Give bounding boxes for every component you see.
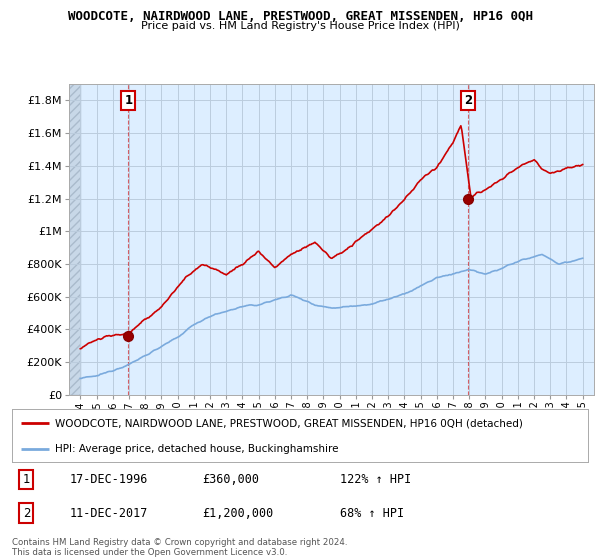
Text: Contains HM Land Registry data © Crown copyright and database right 2024.
This d: Contains HM Land Registry data © Crown c… bbox=[12, 538, 347, 557]
Text: 68% ↑ HPI: 68% ↑ HPI bbox=[340, 507, 404, 520]
Text: 2: 2 bbox=[23, 507, 30, 520]
Text: WOODCOTE, NAIRDWOOD LANE, PRESTWOOD, GREAT MISSENDEN, HP16 0QH: WOODCOTE, NAIRDWOOD LANE, PRESTWOOD, GRE… bbox=[67, 10, 533, 23]
Text: £1,200,000: £1,200,000 bbox=[202, 507, 274, 520]
Text: 1: 1 bbox=[23, 473, 30, 486]
Text: 122% ↑ HPI: 122% ↑ HPI bbox=[340, 473, 412, 486]
Text: £360,000: £360,000 bbox=[202, 473, 259, 486]
Text: 1: 1 bbox=[124, 94, 133, 107]
Text: 2: 2 bbox=[464, 94, 472, 107]
Text: HPI: Average price, detached house, Buckinghamshire: HPI: Average price, detached house, Buck… bbox=[55, 444, 338, 454]
Text: WOODCOTE, NAIRDWOOD LANE, PRESTWOOD, GREAT MISSENDEN, HP16 0QH (detached): WOODCOTE, NAIRDWOOD LANE, PRESTWOOD, GRE… bbox=[55, 418, 523, 428]
Text: 11-DEC-2017: 11-DEC-2017 bbox=[70, 507, 148, 520]
Text: Price paid vs. HM Land Registry's House Price Index (HPI): Price paid vs. HM Land Registry's House … bbox=[140, 21, 460, 31]
Text: 17-DEC-1996: 17-DEC-1996 bbox=[70, 473, 148, 486]
Bar bbox=[69, 84, 81, 395]
